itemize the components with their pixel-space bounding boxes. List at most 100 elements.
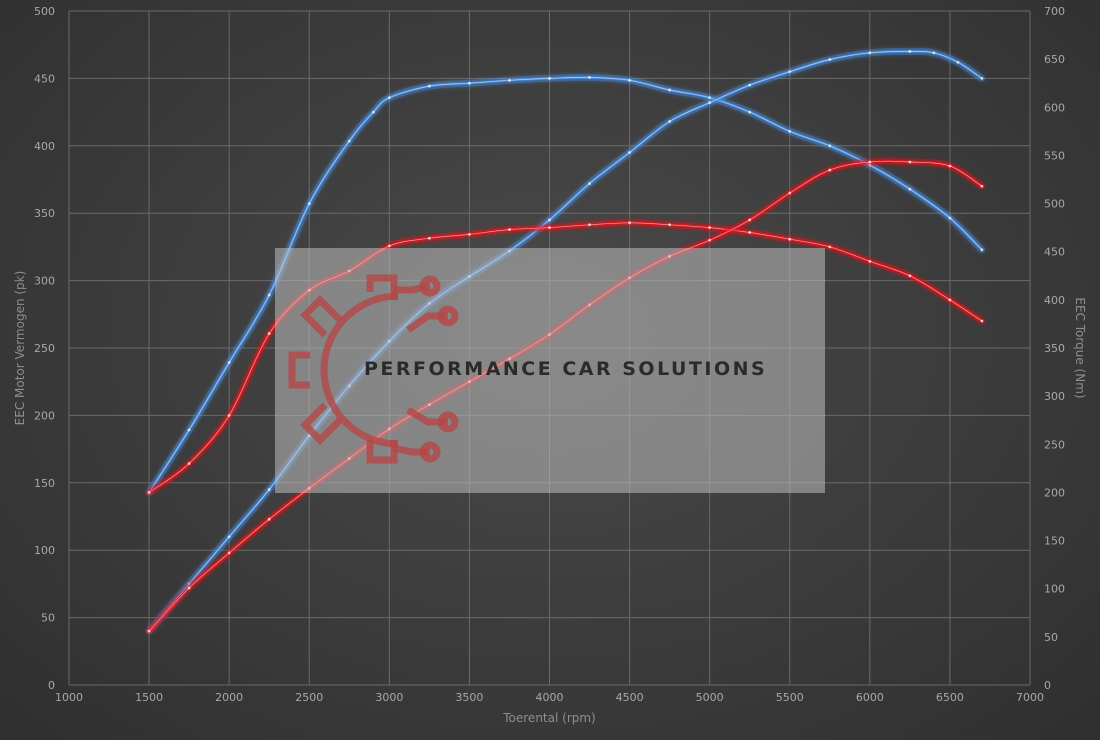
series-1-point xyxy=(227,535,231,539)
series-0-point xyxy=(588,76,591,79)
y-left-tick-label: 350 xyxy=(34,207,55,220)
series-2-point xyxy=(468,232,471,236)
series-0-point xyxy=(427,84,431,88)
x-tick-label: 5000 xyxy=(696,691,724,704)
x-tick-label: 4500 xyxy=(616,691,644,704)
y-left-tick-label: 250 xyxy=(34,342,55,355)
series-2-point xyxy=(708,226,712,230)
y-right-tick-label: 450 xyxy=(1044,246,1065,259)
series-1-point xyxy=(588,182,591,185)
series-3-point xyxy=(908,160,912,164)
series-1-point xyxy=(980,77,984,80)
series-1-point xyxy=(828,58,832,61)
series-0-point xyxy=(980,248,984,252)
series-2-point xyxy=(508,228,511,231)
series-1-point xyxy=(748,83,752,87)
y-right-tick-label: 0 xyxy=(1044,679,1051,692)
series-3-point xyxy=(708,238,712,242)
series-0-point xyxy=(908,187,912,191)
series-2-point xyxy=(868,259,872,263)
series-3-point xyxy=(828,168,832,172)
series-1-point xyxy=(548,218,551,222)
y-right-tick-label: 500 xyxy=(1044,198,1065,211)
series-0-point xyxy=(468,81,471,85)
y-right-tick-label: 350 xyxy=(1044,342,1065,355)
series-2-point xyxy=(387,244,391,248)
series-0-point xyxy=(868,163,872,167)
series-2-point xyxy=(227,414,231,417)
series-2-point xyxy=(267,332,271,335)
series-0-point xyxy=(948,216,952,220)
series-2-point xyxy=(427,236,431,240)
series-1-point xyxy=(628,151,631,154)
x-tick-label: 4000 xyxy=(536,691,564,704)
series-0-point xyxy=(307,202,311,205)
y-left-tick-label: 500 xyxy=(34,5,55,18)
x-tick-label: 5500 xyxy=(776,691,804,704)
x-tick-label: 7000 xyxy=(1016,691,1044,704)
series-3-point xyxy=(227,551,231,555)
series-2-point xyxy=(948,298,952,302)
series-0-point xyxy=(668,88,672,92)
x-tick-label: 3000 xyxy=(375,691,403,704)
series-1-point xyxy=(187,582,191,586)
series-1-point xyxy=(668,120,672,123)
series-0-point xyxy=(371,110,375,114)
x-tick-label: 1500 xyxy=(135,691,163,704)
x-axis-title: Toerental (rpm) xyxy=(502,711,595,725)
series-3-point xyxy=(788,191,792,195)
series-0-point xyxy=(708,96,712,100)
series-3-point xyxy=(868,160,872,164)
y-left-tick-label: 300 xyxy=(34,275,55,288)
series-2-point xyxy=(187,462,191,465)
axes: 1000 1500 2000 2500 3000 3500 4000 4500 5000 5500… xyxy=(13,5,1087,725)
x-tick-label: 6500 xyxy=(936,691,964,704)
y-right-tick-label: 400 xyxy=(1044,294,1065,307)
series-3-point xyxy=(147,629,151,633)
y-left-tick-label: 150 xyxy=(34,477,55,490)
y-left-tick-label: 50 xyxy=(41,612,55,625)
y-right-axis-title: EEC Torque (Nm) xyxy=(1073,297,1087,398)
series-0-point xyxy=(227,361,231,364)
series-2-point xyxy=(548,226,551,230)
series-2-point xyxy=(748,231,752,234)
series-1-point xyxy=(956,60,960,64)
x-tick-label: 2000 xyxy=(215,691,243,704)
series-3-point xyxy=(948,164,952,168)
series-1-point xyxy=(267,488,271,491)
watermark-text: PERFORMANCE CAR SOLUTIONS xyxy=(364,358,767,380)
series-2-point xyxy=(588,223,591,227)
y-right-tick-label: 700 xyxy=(1044,5,1065,18)
series-1-point xyxy=(868,51,872,55)
series-2-point xyxy=(668,223,672,227)
series-2-point xyxy=(628,221,631,225)
y-left-axis-title: EEC Motor Vermogen (pk) xyxy=(13,271,27,426)
x-tick-label: 1000 xyxy=(55,691,83,704)
y-right-tick-label: 150 xyxy=(1044,535,1065,548)
series-3-point xyxy=(980,184,984,188)
series-1-point xyxy=(788,70,792,74)
y-left-tick-label: 400 xyxy=(34,140,55,153)
y-left-tick-label: 100 xyxy=(34,544,55,557)
y-right-tick-label: 250 xyxy=(1044,438,1065,451)
series-0-point xyxy=(788,129,792,133)
series-2-point xyxy=(980,319,984,323)
series-1-point xyxy=(708,101,712,105)
y-right-tick-label: 50 xyxy=(1044,631,1058,644)
series-0-point xyxy=(187,428,191,432)
x-tick-label: 6000 xyxy=(856,691,884,704)
series-0-point xyxy=(267,293,271,297)
y-right-tick-label: 300 xyxy=(1044,390,1065,403)
series-2-point xyxy=(908,274,912,278)
y-right-tick-label: 650 xyxy=(1044,53,1065,66)
series-0-point xyxy=(387,96,391,100)
series-0-point xyxy=(748,110,752,114)
y-right-tick-label: 600 xyxy=(1044,101,1065,114)
y-left-tick-label: 200 xyxy=(34,409,55,422)
series-3-point xyxy=(267,517,271,521)
series-2-point xyxy=(147,491,151,494)
gear-circuit-logo xyxy=(288,274,459,464)
series-0-point xyxy=(508,78,511,82)
series-0-point xyxy=(628,78,631,82)
